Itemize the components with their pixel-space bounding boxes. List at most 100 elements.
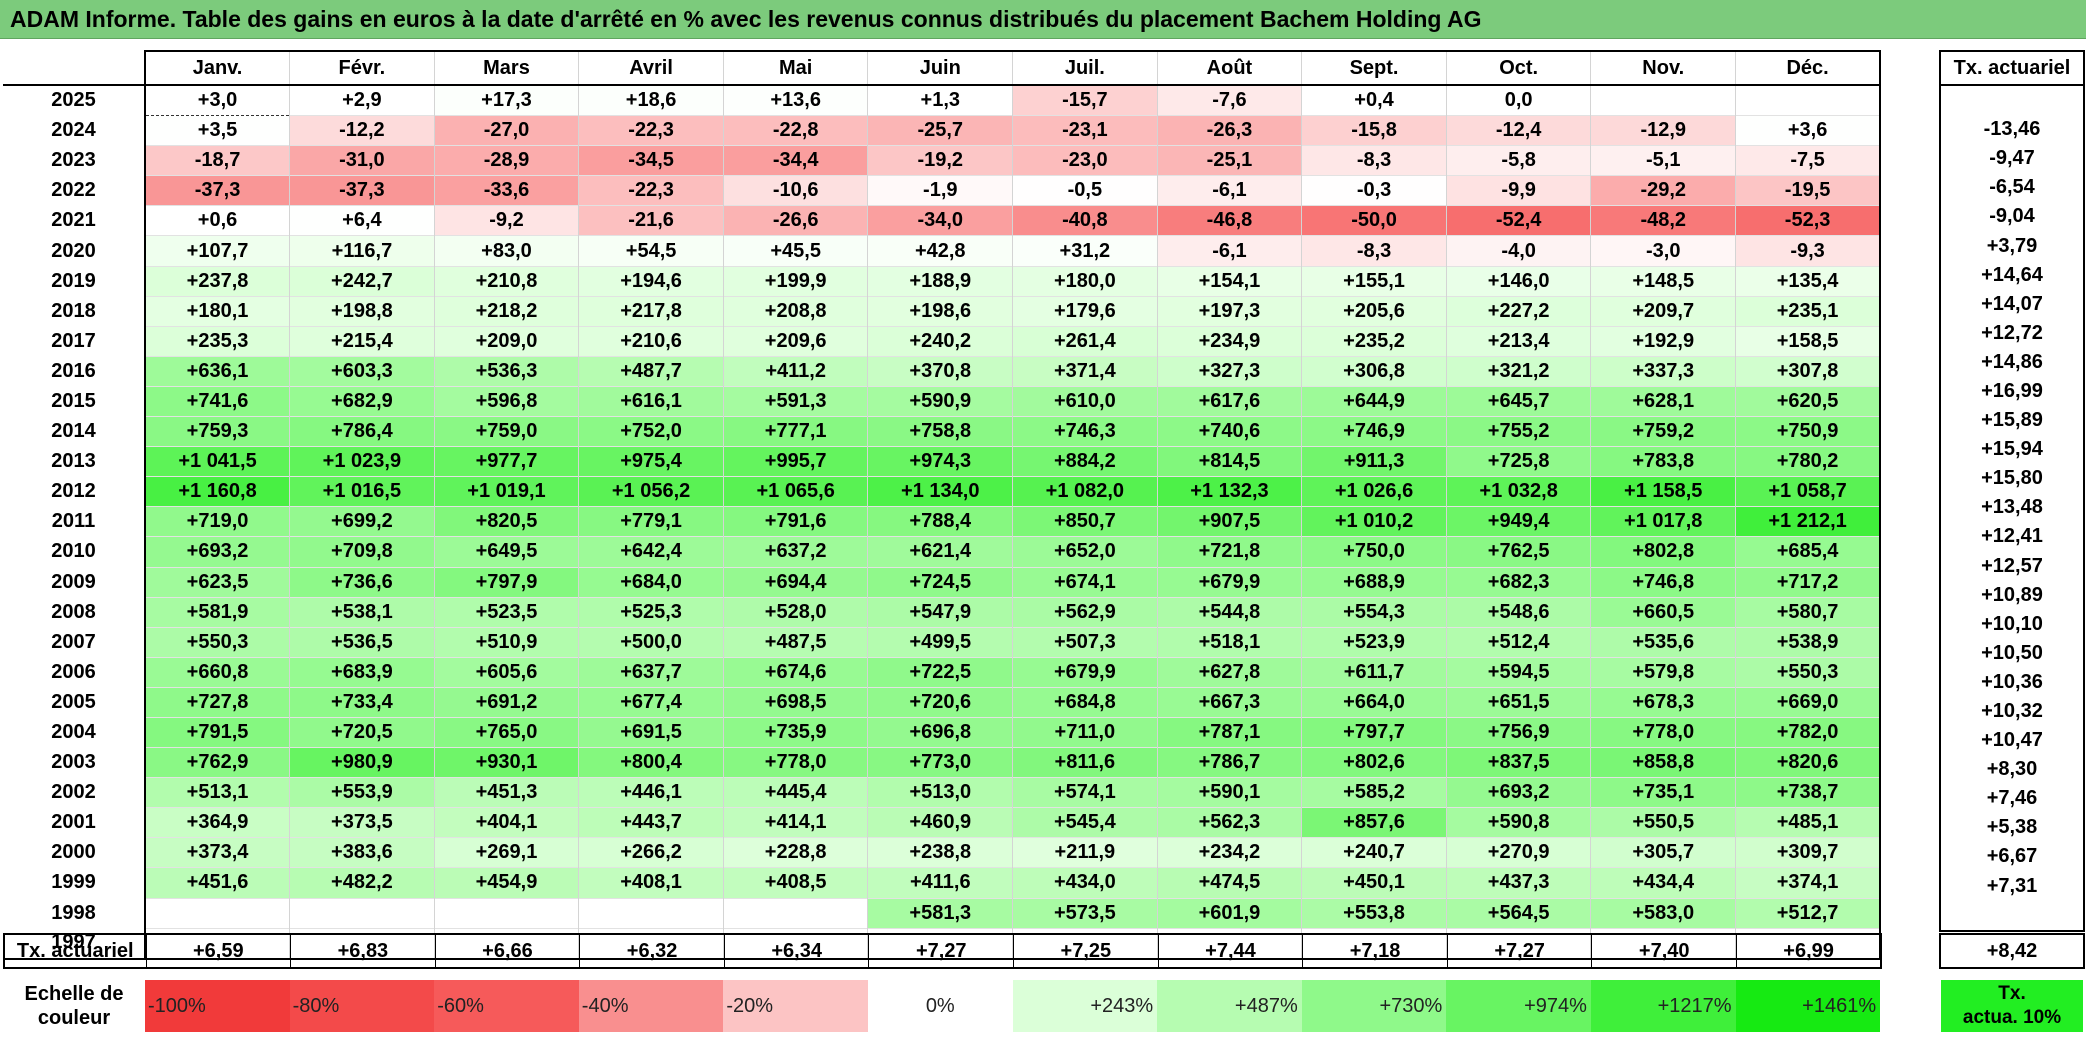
gain-cell: -9,3 [1735, 235, 1882, 267]
row-year: 2008 [51, 600, 96, 623]
gain-cell: -0,5 [1012, 175, 1158, 206]
gain-cell: +628,1 [1590, 385, 1736, 417]
summary-cell: +6,32 [579, 933, 725, 969]
actuarial-cell: -9,04 [1939, 202, 2085, 232]
actuarial-cell: +8,30 [1939, 755, 2085, 785]
summary-cell: +7,18 [1302, 933, 1448, 969]
gain-cell: +1,3 [867, 84, 1013, 116]
gain-cell: +364,9 [144, 807, 290, 838]
table-row: 2007 +550,3 +536,5 +510,9 +500,0 +487,5 +499,5… [3, 626, 1882, 658]
gain-cell: +217,8 [578, 295, 724, 327]
gain-cell: +636,1 [144, 355, 290, 387]
row-year: 2025 [51, 89, 96, 112]
actuarial-cell: +7,31 [1939, 871, 2085, 901]
gain-cell: +884,2 [1012, 446, 1158, 477]
gain-cell: +637,7 [578, 656, 724, 688]
gain-cell: +682,9 [289, 385, 435, 417]
gain-cell: +717,2 [1735, 566, 1882, 598]
actuarial-cell: +3,79 [1939, 231, 2085, 261]
gain-cell [1735, 84, 1882, 116]
gain-cell: +408,5 [722, 867, 868, 899]
gain-cell: +538,1 [289, 596, 435, 628]
summary-cell: +6,66 [434, 933, 580, 969]
summary-cell: +7,40 [1591, 933, 1737, 969]
gain-cell: +601,9 [1156, 897, 1302, 929]
gain-cell: -15,8 [1301, 115, 1447, 146]
gain-cell: +209,7 [1590, 295, 1736, 327]
legend-swatch: +1461% [1735, 980, 1881, 1032]
gain-cell: +1 056,2 [578, 476, 724, 507]
gain-cell: +460,9 [867, 807, 1013, 838]
gain-cell: +482,2 [289, 867, 435, 899]
gain-cell: +1 041,5 [144, 446, 290, 477]
gain-cell: +451,6 [144, 867, 290, 899]
gain-cell: +240,7 [1301, 837, 1447, 868]
gain-cell: +523,9 [1301, 626, 1447, 658]
gain-cell: +759,0 [433, 416, 579, 447]
gain-cell: +404,1 [433, 807, 579, 838]
actuarial-cell: +14,07 [1939, 289, 2085, 319]
gain-cell: -34,5 [578, 145, 724, 176]
gain-cell: -27,0 [433, 115, 579, 146]
gain-cell: +837,5 [1445, 747, 1591, 778]
gain-cell: -34,4 [722, 145, 868, 176]
actuarial-cell: +10,50 [1939, 638, 2085, 668]
actuarial-row: +8,30 [1939, 755, 2085, 785]
gain-cell: +850,7 [1012, 506, 1158, 537]
row-year: 2016 [51, 359, 96, 382]
table-row: 2021 +0,6 +6,4 -9,2 -21,6 -26,6 -34,0 -40,8 -46,… [3, 205, 1882, 236]
legend-swatch: +1217% [1590, 980, 1736, 1032]
row-year: 2023 [51, 149, 96, 172]
gain-cell: +548,6 [1445, 596, 1591, 628]
summary-overall-row: +8,42 [1939, 933, 2085, 969]
actuarial-cell: +10,89 [1939, 580, 2085, 610]
month-header: Sept. [1301, 50, 1447, 86]
gain-cell: +374,1 [1735, 867, 1882, 899]
gain-cell: +786,7 [1156, 747, 1302, 778]
legend-swatch: -40% [578, 980, 724, 1032]
gain-cell: +782,0 [1735, 716, 1882, 748]
gain-cell: +719,0 [144, 506, 290, 537]
gain-cell: +210,8 [433, 265, 579, 297]
row-year: 2019 [51, 269, 96, 292]
gain-cell: +146,0 [1445, 265, 1591, 297]
gain-cell: +513,1 [144, 777, 290, 808]
gain-cell: +536,5 [289, 626, 435, 658]
gain-cell: +820,5 [433, 506, 579, 537]
gain-cell: +13,6 [722, 84, 868, 116]
gain-cell: +773,0 [867, 747, 1013, 778]
gain-cell: +235,3 [144, 325, 290, 357]
gain-cell: +975,4 [578, 446, 724, 477]
gain-cell: +408,1 [578, 867, 724, 899]
gain-cell: +1 134,0 [867, 476, 1013, 507]
gain-cell: +209,0 [433, 325, 579, 357]
gain-cell: -50,0 [1301, 205, 1447, 236]
gain-cell: +759,2 [1590, 416, 1736, 447]
gain-cell: +678,3 [1590, 686, 1736, 718]
gain-cell: +685,4 [1735, 536, 1882, 567]
gain-cell: -15,7 [1012, 84, 1158, 116]
gain-cell: +693,2 [144, 536, 290, 567]
gain-cell: +474,5 [1156, 867, 1302, 899]
gain-cell: +305,7 [1590, 837, 1736, 868]
gain-cell: +218,2 [433, 295, 579, 327]
gain-cell: +321,2 [1445, 355, 1591, 387]
actuarial-row: +15,94 [1939, 435, 2085, 465]
gain-cell: -10,6 [722, 175, 868, 206]
month-header: Juin [867, 50, 1013, 86]
gain-cell: -46,8 [1156, 205, 1302, 236]
color-scale-legend: Echelle de couleur -100% -80% -60% -40% -20% 0… [3, 980, 1881, 1032]
table-row: 2016 +636,1 +603,3 +536,3 +487,7 +411,2 +370,8… [3, 355, 1882, 387]
summary-cell: +7,44 [1157, 933, 1303, 969]
title-bar: ADAM Informe. Table des gains en euros à… [0, 0, 2086, 39]
gain-cell: +1 010,2 [1301, 506, 1447, 537]
gain-cell: +746,8 [1590, 566, 1736, 598]
gain-cell: +750,0 [1301, 536, 1447, 567]
gains-table: Janv. Févr. Mars Avril Mai Juin Juil. Août Sept.… [3, 50, 1882, 960]
gain-cell: +616,1 [578, 385, 724, 417]
gain-cell: +45,5 [722, 235, 868, 267]
gain-cell: +791,5 [144, 716, 290, 748]
summary-cell: +6,34 [723, 933, 869, 969]
gain-cell: +627,8 [1156, 656, 1302, 688]
row-year: 2004 [51, 721, 96, 744]
